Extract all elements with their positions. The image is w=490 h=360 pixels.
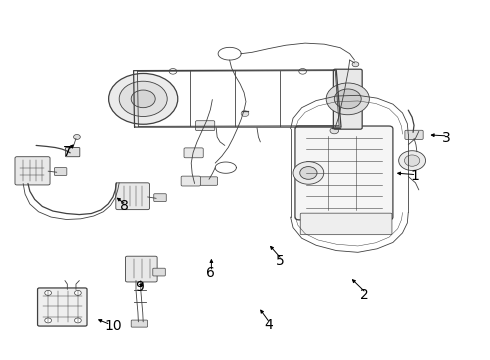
FancyBboxPatch shape	[54, 168, 67, 175]
Circle shape	[399, 151, 425, 171]
Text: 10: 10	[105, 319, 122, 333]
Circle shape	[131, 90, 155, 108]
FancyBboxPatch shape	[405, 130, 423, 139]
Text: 2: 2	[360, 288, 369, 302]
Text: 3: 3	[442, 131, 451, 145]
Circle shape	[293, 162, 324, 184]
FancyBboxPatch shape	[125, 256, 157, 282]
Text: 7: 7	[63, 145, 71, 159]
FancyBboxPatch shape	[300, 213, 392, 235]
FancyBboxPatch shape	[38, 288, 87, 326]
FancyBboxPatch shape	[333, 69, 362, 129]
Circle shape	[330, 127, 339, 134]
Circle shape	[334, 89, 361, 109]
Circle shape	[299, 68, 306, 74]
FancyBboxPatch shape	[131, 320, 147, 327]
Text: 4: 4	[264, 318, 273, 332]
Circle shape	[300, 167, 317, 179]
Circle shape	[241, 111, 249, 117]
Circle shape	[119, 81, 167, 117]
Circle shape	[169, 68, 177, 74]
FancyBboxPatch shape	[154, 194, 166, 202]
Circle shape	[45, 318, 51, 323]
FancyBboxPatch shape	[116, 183, 149, 210]
FancyBboxPatch shape	[153, 268, 165, 276]
FancyBboxPatch shape	[65, 148, 80, 157]
FancyBboxPatch shape	[295, 126, 393, 220]
FancyBboxPatch shape	[184, 148, 203, 158]
FancyBboxPatch shape	[199, 177, 218, 185]
FancyBboxPatch shape	[196, 121, 215, 131]
Text: 5: 5	[276, 254, 285, 268]
Text: 6: 6	[206, 266, 215, 280]
Circle shape	[109, 73, 178, 124]
FancyBboxPatch shape	[15, 157, 50, 185]
Text: 1: 1	[411, 170, 419, 184]
Text: 8: 8	[120, 199, 129, 213]
Circle shape	[74, 135, 80, 139]
Circle shape	[352, 62, 359, 67]
Circle shape	[74, 291, 81, 295]
Text: 9: 9	[136, 280, 145, 293]
Circle shape	[45, 291, 51, 295]
FancyBboxPatch shape	[181, 176, 200, 186]
Circle shape	[404, 155, 420, 166]
Circle shape	[74, 318, 81, 323]
Circle shape	[326, 83, 369, 115]
